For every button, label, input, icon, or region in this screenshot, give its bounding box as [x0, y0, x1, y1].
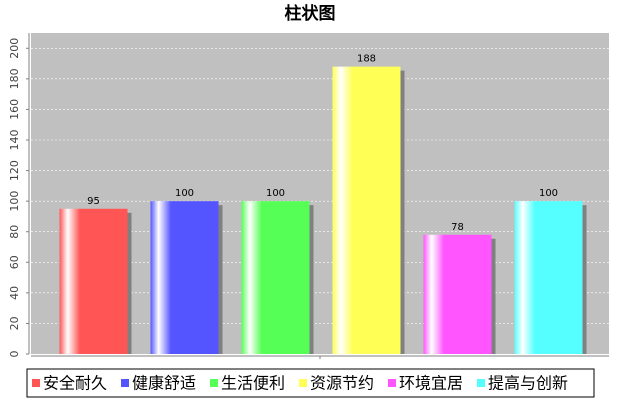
- data-label: 100: [175, 188, 194, 199]
- data-label: 100: [539, 188, 558, 199]
- y-tick-label: 0: [8, 351, 21, 358]
- legend-swatch: [32, 379, 40, 387]
- legend-swatch: [210, 379, 218, 387]
- legend-label: 生活便利: [221, 374, 285, 393]
- data-label: 95: [87, 196, 100, 207]
- bar: [423, 234, 492, 354]
- legend-swatch: [388, 379, 396, 387]
- legend-label: 环境宜居: [399, 374, 463, 393]
- bar: [514, 201, 583, 354]
- data-label: 78: [451, 222, 464, 233]
- data-label: 100: [266, 188, 285, 199]
- y-tick-label: 80: [8, 225, 21, 239]
- y-tick-label: 100: [8, 191, 21, 212]
- y-tick-label: 60: [8, 255, 21, 269]
- y-tick-label: 40: [8, 286, 21, 300]
- legend-label: 资源节约: [310, 374, 374, 393]
- bar: [150, 201, 219, 354]
- y-tick-label: 120: [8, 160, 21, 181]
- legend-label: 健康舒适: [132, 374, 196, 393]
- chart-title: 柱状图: [285, 3, 336, 24]
- y-tick-label: 20: [8, 316, 21, 330]
- legend-swatch: [121, 379, 129, 387]
- bar: [59, 208, 128, 354]
- legend-label: 安全耐久: [43, 374, 107, 393]
- legend-label: 提高与创新: [488, 374, 568, 393]
- y-tick-label: 160: [8, 99, 21, 120]
- y-tick-label: 200: [8, 38, 21, 59]
- legend-box: [26, 368, 595, 398]
- legend-swatch: [477, 379, 485, 387]
- y-tick-label: 140: [8, 130, 21, 151]
- y-tick-label: 180: [8, 68, 21, 89]
- bar: [332, 66, 401, 354]
- bar: [241, 201, 310, 354]
- data-label: 188: [357, 54, 376, 65]
- legend-swatch: [299, 379, 307, 387]
